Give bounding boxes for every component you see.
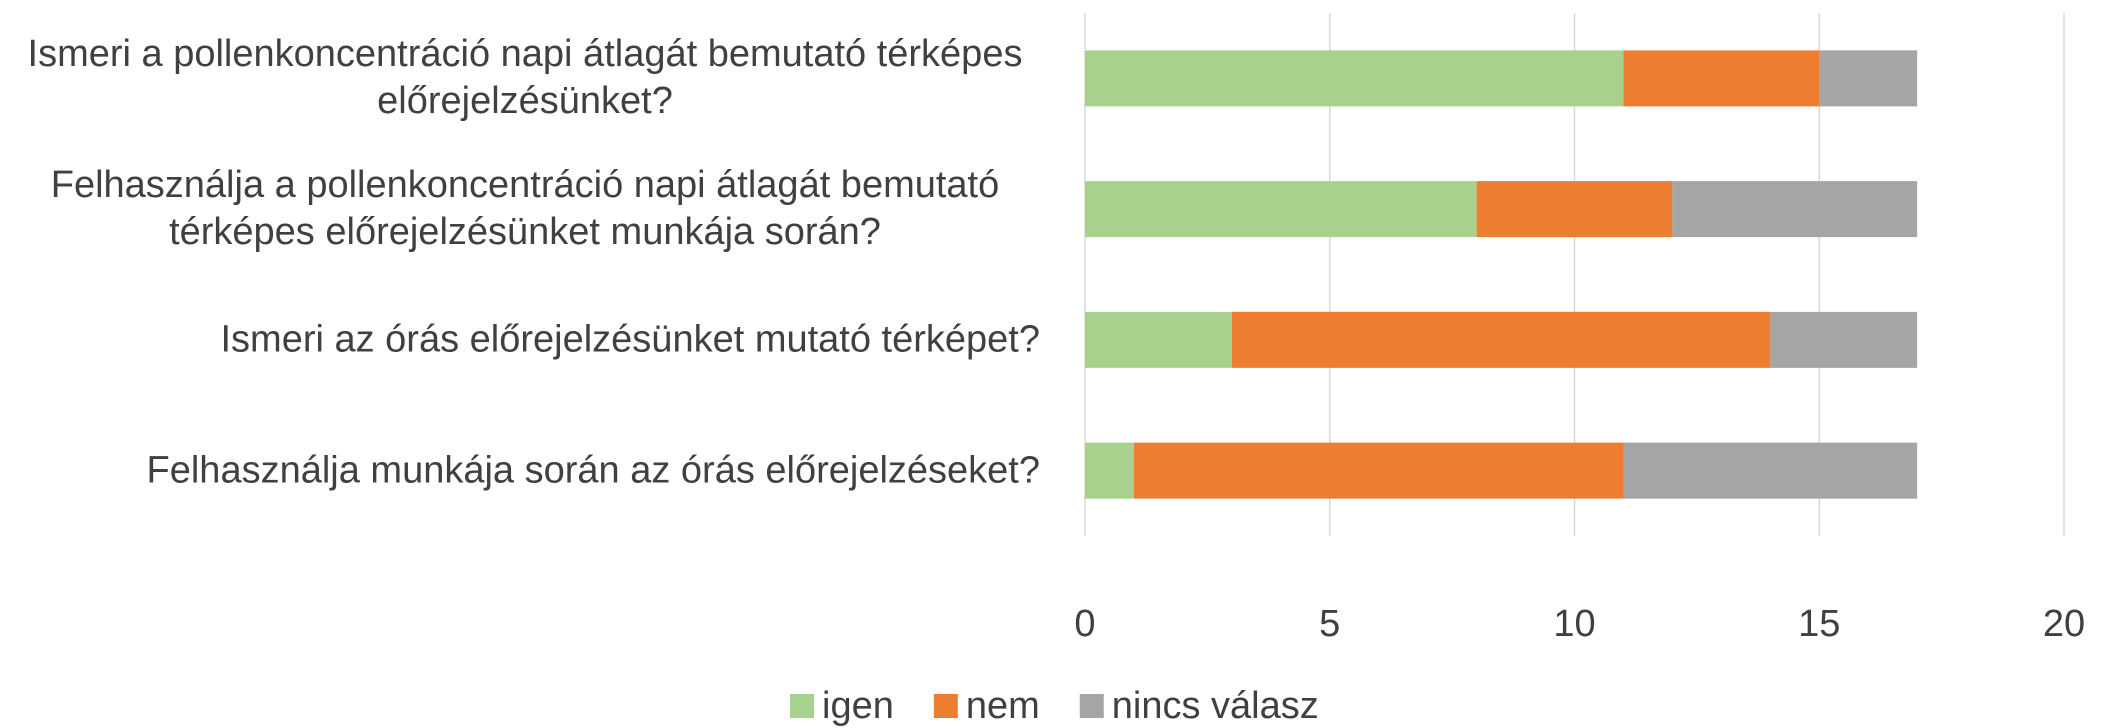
x-tick-label: 20	[2043, 603, 2085, 645]
category-label: Felhasználja munkája során az órás előre…	[146, 449, 1040, 492]
bar-segment	[1623, 442, 1918, 499]
category-label: Ismeri a pollenkoncentráció napi átlagát…	[27, 33, 1023, 123]
bar-segment	[1623, 50, 1820, 107]
legend-swatch	[933, 694, 958, 718]
x-tick-label: 5	[1319, 603, 1340, 645]
bar-segment	[1672, 181, 1918, 238]
bar-segment	[1085, 50, 1624, 107]
x-tick-label: 15	[1798, 603, 1840, 645]
category-label: Felhasználja a pollenkoncentráció napi á…	[50, 164, 1000, 254]
legend-swatch	[1079, 694, 1104, 718]
bar-segment	[1133, 442, 1624, 499]
legend-label: nem	[966, 685, 1040, 727]
category-label: Ismeri az órás előrejelzésünket mutató t…	[220, 318, 1040, 361]
bar-segment	[1085, 181, 1477, 238]
legend-label: nincs válasz	[1112, 685, 1319, 727]
x-tick-label: 10	[1553, 603, 1595, 645]
bar-segment	[1085, 311, 1232, 368]
bar-segment	[1085, 442, 1134, 499]
legend-swatch	[790, 694, 814, 718]
bar-segment	[1819, 50, 1918, 107]
bar-segment	[1770, 311, 1918, 368]
legend-label: igen	[822, 685, 894, 727]
x-tick-label: 0	[1074, 603, 1095, 645]
bar-segment	[1231, 311, 1771, 368]
bar-segment	[1476, 181, 1673, 238]
